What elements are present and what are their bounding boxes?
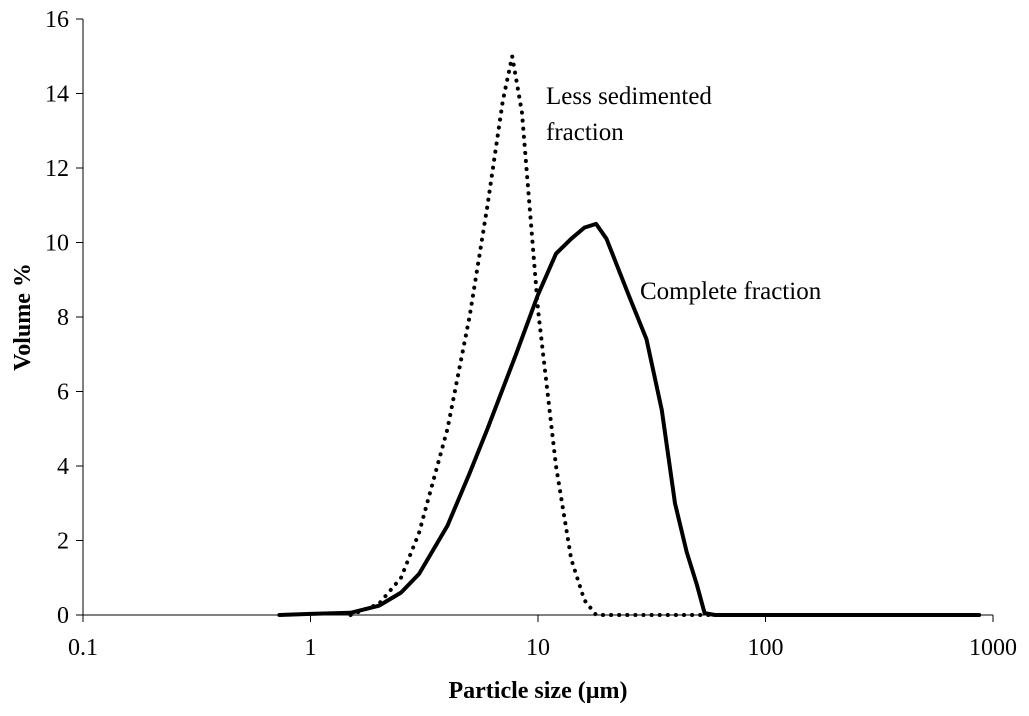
x-tick-label: 10 <box>526 635 550 661</box>
y-tick-label: 14 <box>45 82 69 108</box>
x-tick-label: 0.1 <box>68 635 98 661</box>
y-tick-label: 8 <box>57 305 69 331</box>
x-tick-label: 1 <box>305 635 317 661</box>
series-line <box>348 54 982 617</box>
y-tick-label: 4 <box>57 454 69 480</box>
y-axis-title: Volume % <box>10 263 36 371</box>
series-line <box>277 221 982 617</box>
y-tick-label: 16 <box>45 7 69 33</box>
x-axis-title: Particle size (µm) <box>448 678 627 704</box>
x-tick-label: 1000 <box>969 635 1017 661</box>
y-tick-label: 0 <box>57 603 69 629</box>
x-tick-label: 100 <box>748 635 784 661</box>
y-tick-label: 10 <box>45 231 69 257</box>
y-tick-label: 2 <box>57 529 69 555</box>
series-label: Complete fraction <box>640 278 822 305</box>
series-label: Less sedimented fraction <box>546 83 712 146</box>
y-tick-label: 12 <box>45 156 69 182</box>
y-tick-label: 6 <box>57 380 69 406</box>
